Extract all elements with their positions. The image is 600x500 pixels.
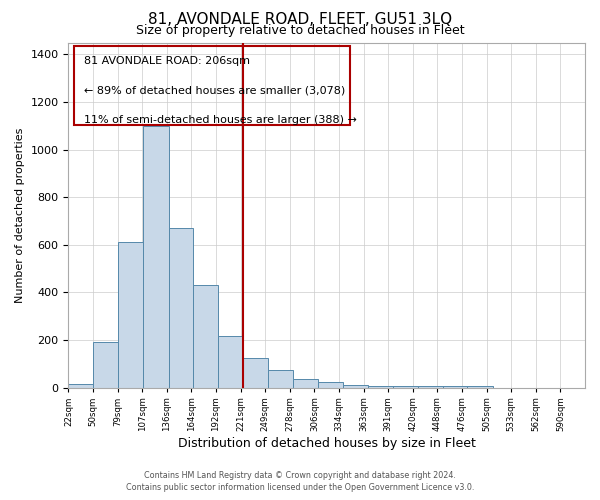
- Bar: [418, 386, 443, 388]
- Bar: [68, 384, 93, 388]
- Bar: [368, 386, 392, 388]
- Bar: [318, 382, 343, 388]
- Bar: [193, 285, 218, 388]
- Bar: [467, 386, 493, 388]
- Bar: [392, 386, 418, 388]
- Text: 81 AVONDALE ROAD: 206sqm: 81 AVONDALE ROAD: 206sqm: [84, 56, 250, 66]
- Bar: [268, 370, 293, 388]
- Text: 11% of semi-detached houses are larger (388) →: 11% of semi-detached houses are larger (…: [84, 115, 357, 125]
- Bar: [243, 358, 268, 388]
- Bar: [443, 386, 467, 388]
- Bar: [143, 126, 169, 388]
- X-axis label: Distribution of detached houses by size in Fleet: Distribution of detached houses by size …: [178, 437, 476, 450]
- Bar: [118, 242, 143, 388]
- Bar: [343, 385, 368, 388]
- Y-axis label: Number of detached properties: Number of detached properties: [15, 128, 25, 302]
- Text: 81, AVONDALE ROAD, FLEET, GU51 3LQ: 81, AVONDALE ROAD, FLEET, GU51 3LQ: [148, 12, 452, 28]
- Text: ← 89% of detached houses are smaller (3,078): ← 89% of detached houses are smaller (3,…: [84, 86, 345, 96]
- Bar: [93, 342, 118, 388]
- Text: Size of property relative to detached houses in Fleet: Size of property relative to detached ho…: [136, 24, 464, 37]
- Bar: [169, 228, 193, 388]
- Bar: [218, 336, 243, 388]
- Text: Contains HM Land Registry data © Crown copyright and database right 2024.
Contai: Contains HM Land Registry data © Crown c…: [126, 471, 474, 492]
- Bar: [74, 46, 350, 126]
- Bar: [293, 379, 318, 388]
